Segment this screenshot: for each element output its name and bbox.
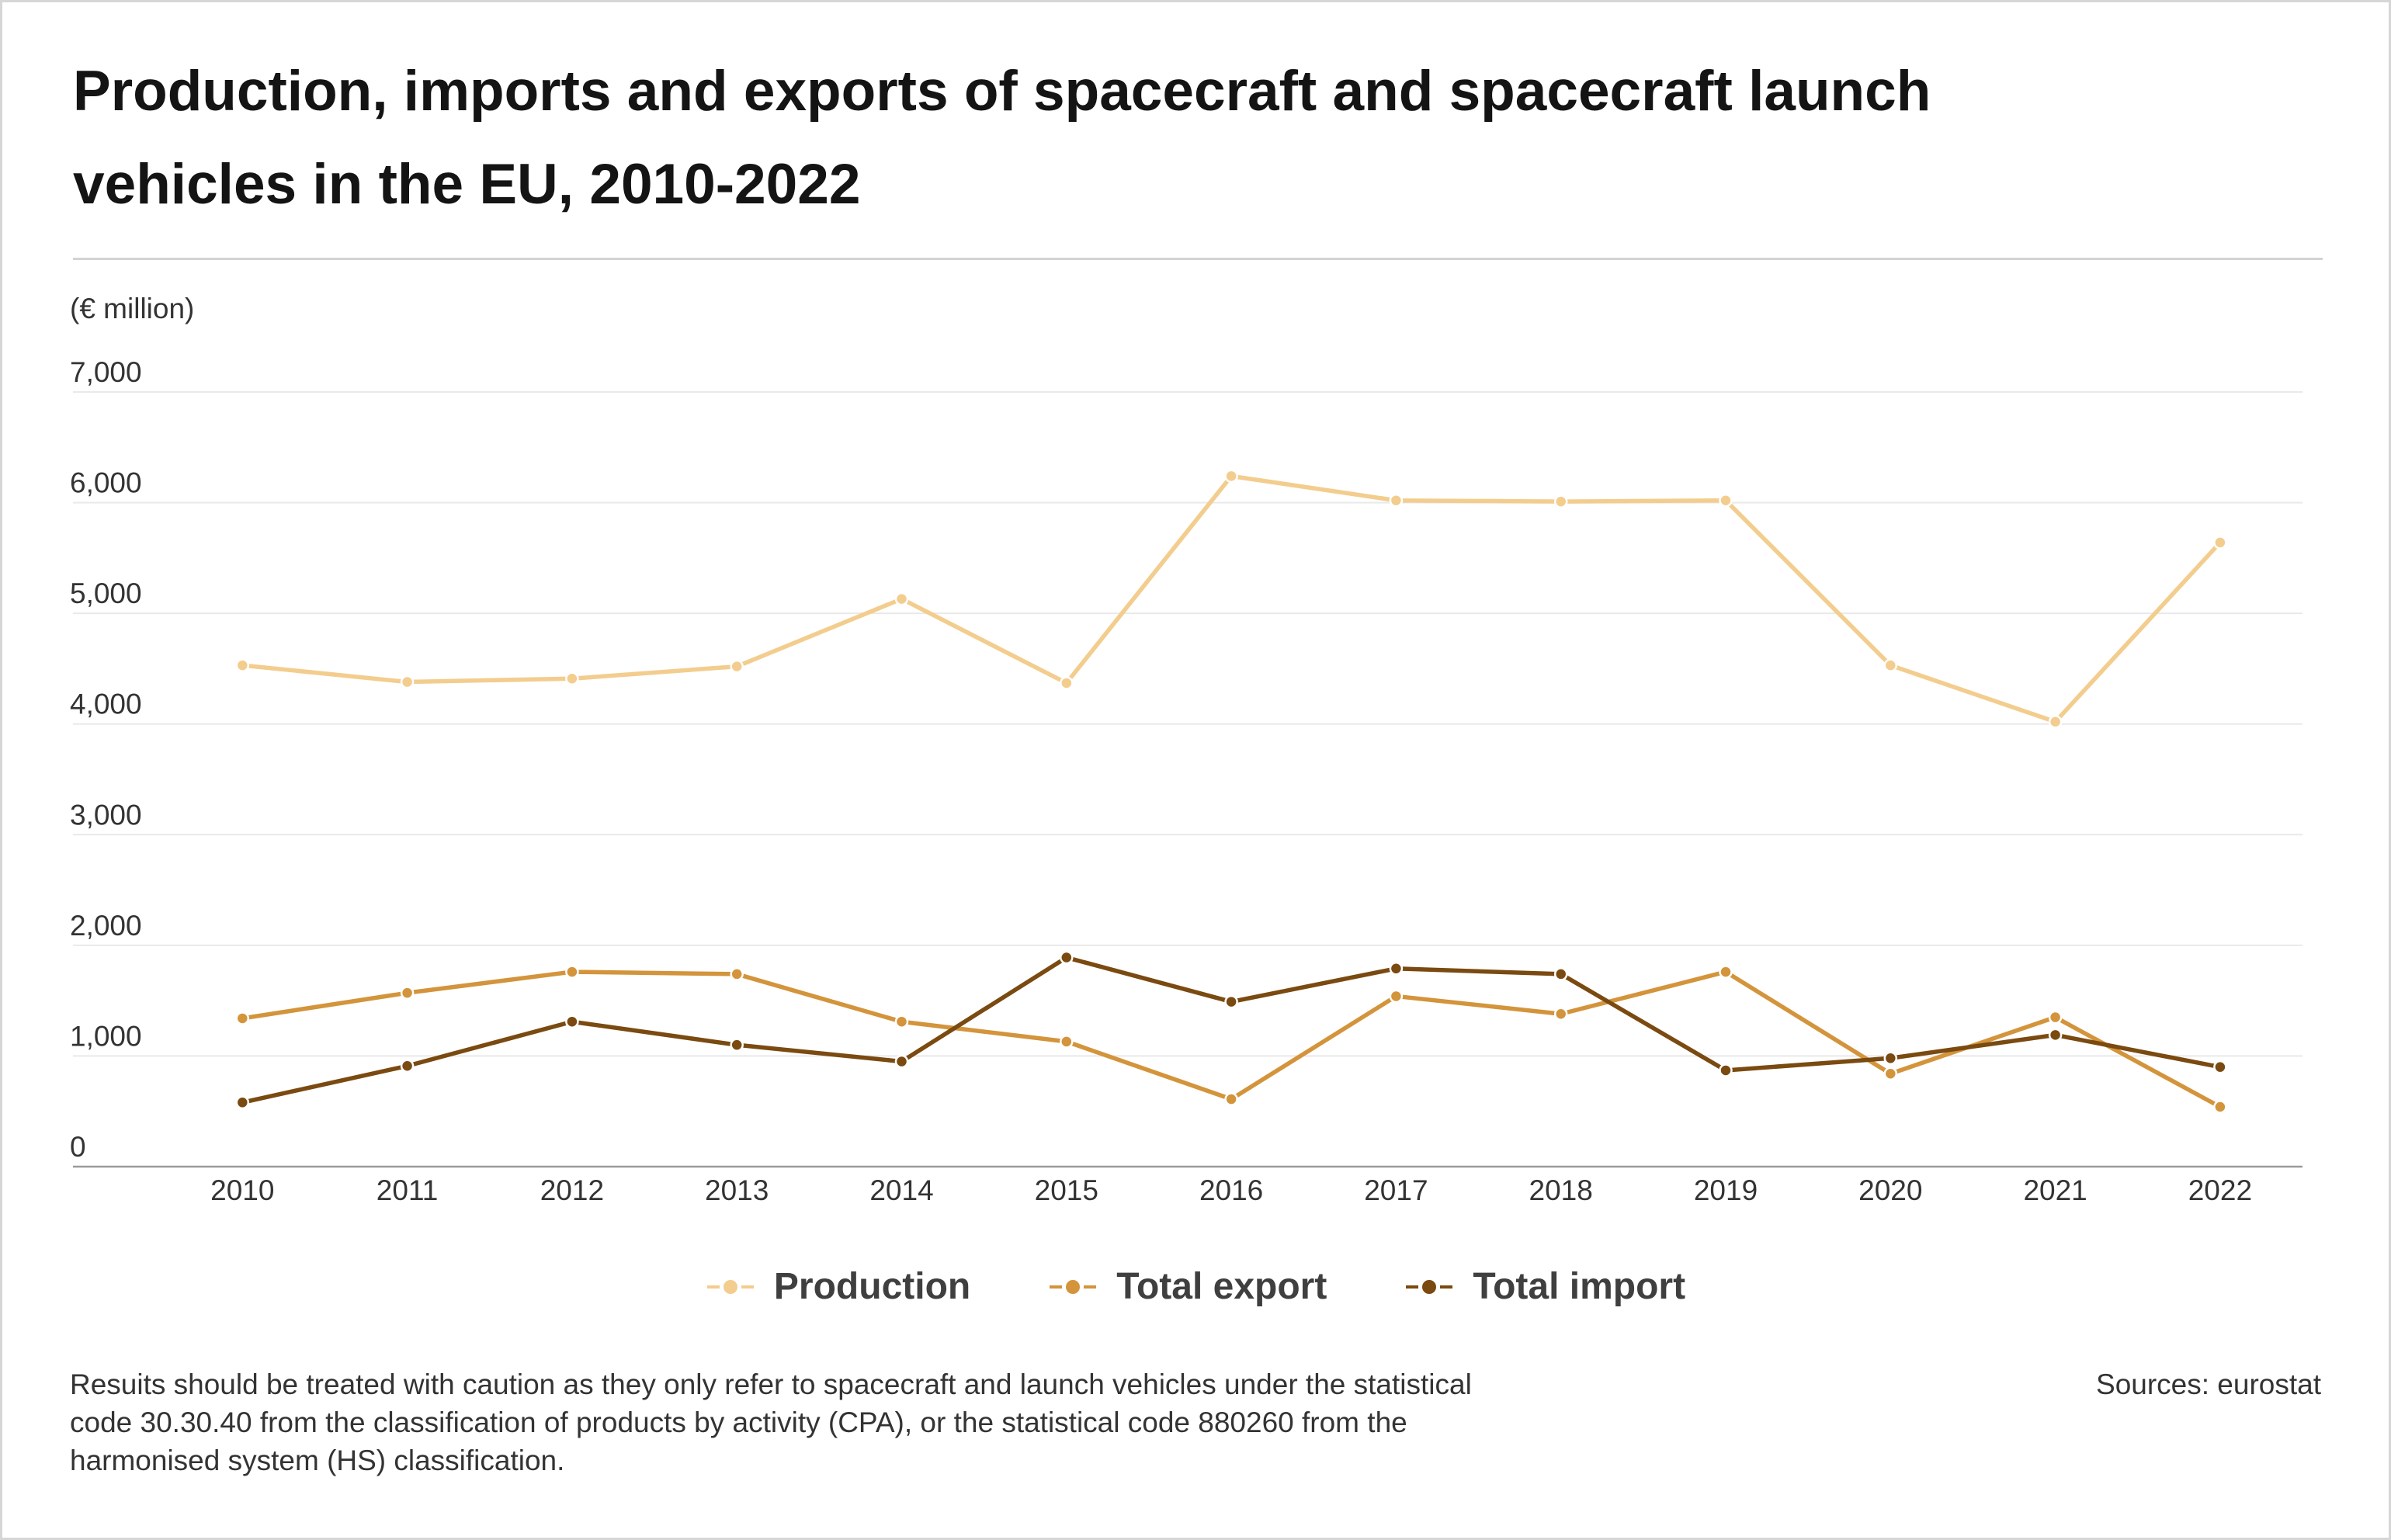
total-export-point <box>1389 989 1404 1004</box>
series-total-import <box>235 950 2227 1110</box>
series-layer <box>235 469 2227 1114</box>
x-tick-label: 2011 <box>377 1174 439 1206</box>
total-export-point <box>565 965 579 979</box>
production-point <box>1719 493 1733 508</box>
x-tick-label: 2017 <box>1364 1174 1428 1206</box>
production-point <box>2048 715 2063 729</box>
y-tick-label: 0 <box>70 1131 86 1163</box>
total-export-point <box>1224 1092 1238 1106</box>
x-tick-label: 2014 <box>869 1174 933 1206</box>
x-tick-label: 2019 <box>1694 1174 1758 1206</box>
y-tick-label: 5,000 <box>70 578 142 609</box>
total-import-point <box>235 1095 250 1110</box>
production-line <box>240 473 2223 724</box>
series-total-export <box>235 965 2227 1114</box>
total-export-line <box>240 969 2223 1109</box>
y-tick-label: 7,000 <box>70 356 142 388</box>
legend-item-production[interactable]: Production <box>706 1264 970 1310</box>
total-export-point <box>2213 1100 2227 1114</box>
total-export-point <box>894 1015 909 1028</box>
legend-label: Production <box>773 1266 971 1307</box>
legend-swatch-icon <box>1406 1280 1453 1294</box>
legend-label: Total export <box>1116 1266 1327 1307</box>
production-point <box>730 659 744 674</box>
title-divider <box>73 258 2323 260</box>
total-export-point <box>400 986 415 1000</box>
x-tick-label: 2021 <box>2023 1174 2087 1206</box>
total-export-point <box>1883 1067 1898 1080</box>
y-tick-label: 3,000 <box>70 799 142 831</box>
total-import-point <box>894 1054 909 1069</box>
production-point <box>1883 658 1898 672</box>
total-import-point <box>565 1015 579 1028</box>
total-import-point <box>1224 994 1238 1009</box>
total-import-point <box>1883 1051 1898 1066</box>
legend-swatch-icon <box>706 1280 754 1294</box>
total-import-point <box>1389 962 1404 976</box>
y-tick-label: 2,000 <box>70 910 142 942</box>
footnote: Resuits should be treated with caution a… <box>70 1365 1472 1479</box>
total-export-point <box>730 967 744 981</box>
total-export-point <box>1060 1035 1074 1049</box>
source-credit: Sources: eurostat <box>2096 1368 2321 1400</box>
footnote-line: Resuits should be treated with caution a… <box>70 1368 1472 1400</box>
total-import-point <box>1553 967 1568 981</box>
production-point <box>235 658 250 672</box>
y-tick-label: 6,000 <box>70 467 142 499</box>
production-point <box>400 675 415 689</box>
total-import-point <box>1060 950 1074 965</box>
y-tick-label: 1,000 <box>70 1020 142 1052</box>
legend-swatch-icon <box>1050 1280 1097 1294</box>
x-tick-label: 2010 <box>210 1174 274 1206</box>
total-import-point <box>2048 1028 2063 1042</box>
legend-item-total-export[interactable]: Total export <box>1048 1264 1327 1310</box>
legend: Production Total export Total import <box>0 1264 2391 1310</box>
axis-tick-labels: 0 1,000 2,000 3,000 4,000 5,000 6,000 7,000 2010… <box>70 356 2252 1206</box>
production-point <box>1553 494 1568 508</box>
total-export-point <box>1719 965 1733 979</box>
x-tick-label: 2020 <box>1858 1174 1922 1206</box>
x-tick-label: 2012 <box>540 1174 604 1206</box>
x-tick-label: 2022 <box>2188 1174 2252 1206</box>
total-import-line <box>240 955 2223 1105</box>
total-import-point <box>1719 1063 1733 1077</box>
total-import-point <box>2213 1060 2227 1074</box>
x-tick-label: 2018 <box>1529 1174 1593 1206</box>
gridlines <box>73 391 2303 1168</box>
legend-label: Total import <box>1473 1266 1686 1307</box>
production-point <box>1060 676 1074 690</box>
total-import-point <box>400 1059 415 1073</box>
production-point <box>894 591 909 606</box>
x-tick-label: 2015 <box>1035 1174 1098 1206</box>
production-point <box>1389 493 1404 508</box>
legend-item-total-import[interactable]: Total import <box>1404 1264 1685 1310</box>
production-point <box>565 671 579 686</box>
footnote-line: harmonised system (HS) classification. <box>70 1445 565 1476</box>
series-production <box>235 469 2227 729</box>
x-tick-label: 2013 <box>705 1174 769 1206</box>
y-axis-unit-label: (€ million) <box>70 293 194 324</box>
total-export-point <box>2048 1010 2063 1025</box>
y-tick-label: 4,000 <box>70 688 142 720</box>
total-export-point <box>1553 1007 1568 1021</box>
footnote-line: code 30.30.40 from the classification of… <box>70 1406 1407 1438</box>
production-point <box>1224 469 1238 484</box>
x-tick-label: 2016 <box>1199 1174 1263 1206</box>
chart-title: Production, imports and exports of space… <box>73 60 1931 216</box>
total-export-point <box>235 1011 250 1025</box>
production-point <box>2213 536 2227 550</box>
total-import-point <box>730 1038 744 1052</box>
